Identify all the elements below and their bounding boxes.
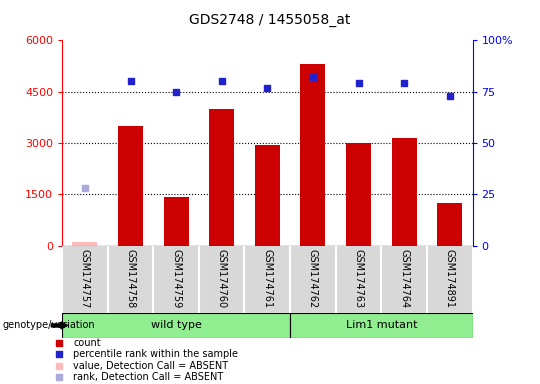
Text: GSM174763: GSM174763 [354,249,363,308]
Text: wild type: wild type [151,320,201,331]
Text: GSM174764: GSM174764 [399,249,409,308]
Point [126,78,135,84]
Text: genotype/variation: genotype/variation [3,320,96,331]
Point [54,351,63,358]
Text: GSM174758: GSM174758 [125,249,136,308]
Bar [300,64,326,246]
Text: percentile rank within the sample: percentile rank within the sample [73,349,238,359]
Bar [255,145,280,246]
Bar [164,197,188,246]
Bar [437,203,462,246]
Text: rank, Detection Call = ABSENT: rank, Detection Call = ABSENT [73,372,224,382]
Point [54,374,63,380]
Point [354,80,363,86]
Bar [346,143,371,246]
Bar [209,109,234,246]
Point [308,74,317,80]
Bar [72,242,97,246]
Point [446,93,454,99]
Point [218,78,226,84]
Bar [118,126,143,246]
Text: GDS2748 / 1455058_at: GDS2748 / 1455058_at [190,13,350,27]
Point [400,80,408,86]
Bar [392,138,417,246]
Text: Lim1 mutant: Lim1 mutant [346,320,417,331]
Text: GSM174891: GSM174891 [445,249,455,308]
Point [172,89,180,95]
Text: GSM174762: GSM174762 [308,249,318,308]
Point [54,362,63,369]
Text: GSM174760: GSM174760 [217,249,227,308]
Text: GSM174757: GSM174757 [80,249,90,308]
Point [80,184,89,190]
Bar [290,313,472,338]
Point [263,84,272,91]
Text: count: count [73,338,101,348]
Text: GSM174761: GSM174761 [262,249,272,308]
Bar [62,313,290,338]
Point [54,340,63,346]
Text: GSM174759: GSM174759 [171,249,181,308]
Text: value, Detection Call = ABSENT: value, Detection Call = ABSENT [73,361,228,371]
